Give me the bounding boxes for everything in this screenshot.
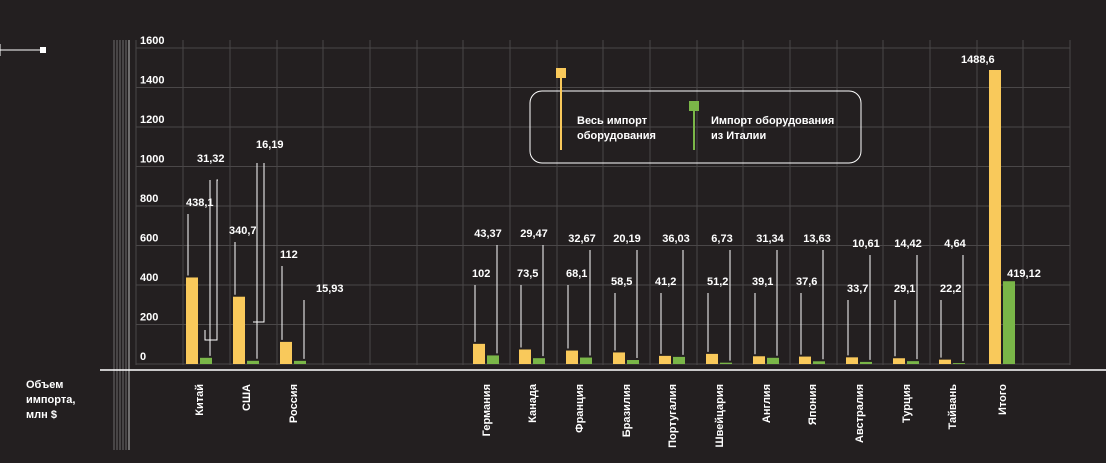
category-label: Россия (288, 384, 300, 423)
bar-yellow (659, 355, 671, 364)
bar-green (953, 363, 965, 364)
bar-yellow (799, 356, 811, 364)
category-label: Канада (527, 383, 539, 423)
legend-label-green-line2: из Италии (711, 130, 766, 142)
data-label-yellow: 29,1 (894, 283, 915, 295)
category-label: Бразилия (621, 384, 633, 437)
bar-green (1003, 281, 1015, 364)
category-label: Япония (807, 384, 819, 425)
bar-green (907, 361, 919, 364)
bar-green (580, 357, 592, 364)
category-label: Турция (901, 384, 913, 423)
y-tick-label: 1000 (140, 154, 164, 166)
y-tick-label: 0 (140, 351, 146, 363)
corner-connector-marker (40, 47, 46, 53)
bar-yellow (846, 357, 858, 364)
legend-marker-yellow (556, 68, 566, 78)
y-tick-label: 800 (140, 193, 158, 205)
category-label: США (241, 384, 253, 411)
bar-yellow (613, 352, 625, 364)
data-label-yellow: 102 (472, 268, 490, 280)
data-label-yellow: 22,2 (940, 283, 961, 295)
bar-green (813, 361, 825, 364)
data-label-green: 32,67 (568, 233, 596, 245)
data-label-yellow-total: 1488,6 (961, 54, 995, 66)
bar-yellow (566, 350, 578, 364)
bar-green (720, 362, 732, 364)
bar-green (200, 357, 212, 364)
bar-yellow (280, 341, 292, 364)
y-tick-label: 600 (140, 233, 158, 245)
category-label: Англия (761, 384, 773, 423)
data-label-yellow: 438,1 (186, 197, 214, 209)
y-tick-label: 1400 (140, 75, 164, 87)
data-label-green-total: 419,12 (1007, 268, 1041, 280)
bar-yellow (519, 349, 531, 364)
data-label-yellow: 37,6 (796, 276, 817, 288)
bar-yellow (989, 70, 1001, 365)
data-label-yellow: 112 (280, 249, 298, 261)
leader-connector-usa (253, 163, 265, 323)
legend-box (529, 90, 862, 164)
data-label-yellow: 41,2 (655, 276, 676, 288)
bar-green (860, 361, 872, 364)
data-label-yellow: 39,1 (752, 276, 773, 288)
leader-connector-china (204, 179, 218, 341)
category-label: Германия (481, 384, 493, 436)
data-label-yellow: 340,7 (229, 225, 257, 237)
data-label-green: 29,47 (520, 228, 548, 240)
bar-yellow (893, 358, 905, 364)
legend-label-green-line1: Импорт оборудования (711, 115, 834, 127)
bar-yellow (706, 353, 718, 364)
y-tick-label: 200 (140, 312, 158, 324)
bar-green (487, 355, 499, 364)
category-label: Швейцария (714, 384, 726, 447)
data-label-yellow: 51,2 (707, 276, 728, 288)
data-label-green: 20,19 (613, 233, 641, 245)
data-label-yellow: 68,1 (566, 268, 587, 280)
data-label-green: 31,34 (756, 233, 784, 245)
bar-yellow (473, 343, 485, 364)
legend-label-yellow-line2: оборудования (577, 130, 656, 142)
bar-yellow (753, 356, 765, 364)
data-label-yellow: 58,5 (611, 276, 632, 288)
category-label: Франция (574, 384, 586, 433)
data-label-green: 15,93 (316, 283, 344, 295)
data-label-green: 31,32 (197, 153, 225, 165)
data-label-yellow: 73,5 (517, 268, 538, 280)
legend-label-yellow-line1: Весь импорт (577, 115, 648, 127)
category-label: Австралия (854, 384, 866, 443)
bar-yellow (186, 277, 198, 364)
bar-green (673, 356, 685, 364)
data-label-green: 14,42 (894, 238, 922, 250)
legend-marker-green (689, 101, 699, 111)
y-tick-label: 1200 (140, 114, 164, 126)
bar-yellow (939, 359, 951, 364)
data-label-green: 43,37 (474, 228, 502, 240)
y-tick-label: 1600 (140, 35, 164, 47)
bar-green (533, 358, 545, 364)
data-label-green: 10,61 (852, 238, 880, 250)
bar-yellow (233, 296, 245, 364)
y-tick-label: 400 (140, 272, 158, 284)
y-axis-label: Объем импорта, млн $ (26, 379, 76, 421)
bar-green (767, 357, 779, 364)
data-label-green: 13,63 (803, 233, 831, 245)
bar-green (294, 360, 306, 364)
category-label: Китай (194, 384, 206, 416)
data-label-yellow: 33,7 (847, 283, 868, 295)
data-label-green: 4,64 (944, 238, 966, 250)
data-label-green: 16,19 (256, 139, 284, 151)
data-label-green: 36,03 (662, 233, 690, 245)
category-label: Португалия (667, 384, 679, 448)
category-label: Итого (997, 384, 1009, 415)
bar-green (627, 360, 639, 364)
category-label: Тайвань (947, 384, 959, 430)
data-label-green: 6,73 (711, 233, 732, 245)
bar-green (247, 360, 259, 364)
